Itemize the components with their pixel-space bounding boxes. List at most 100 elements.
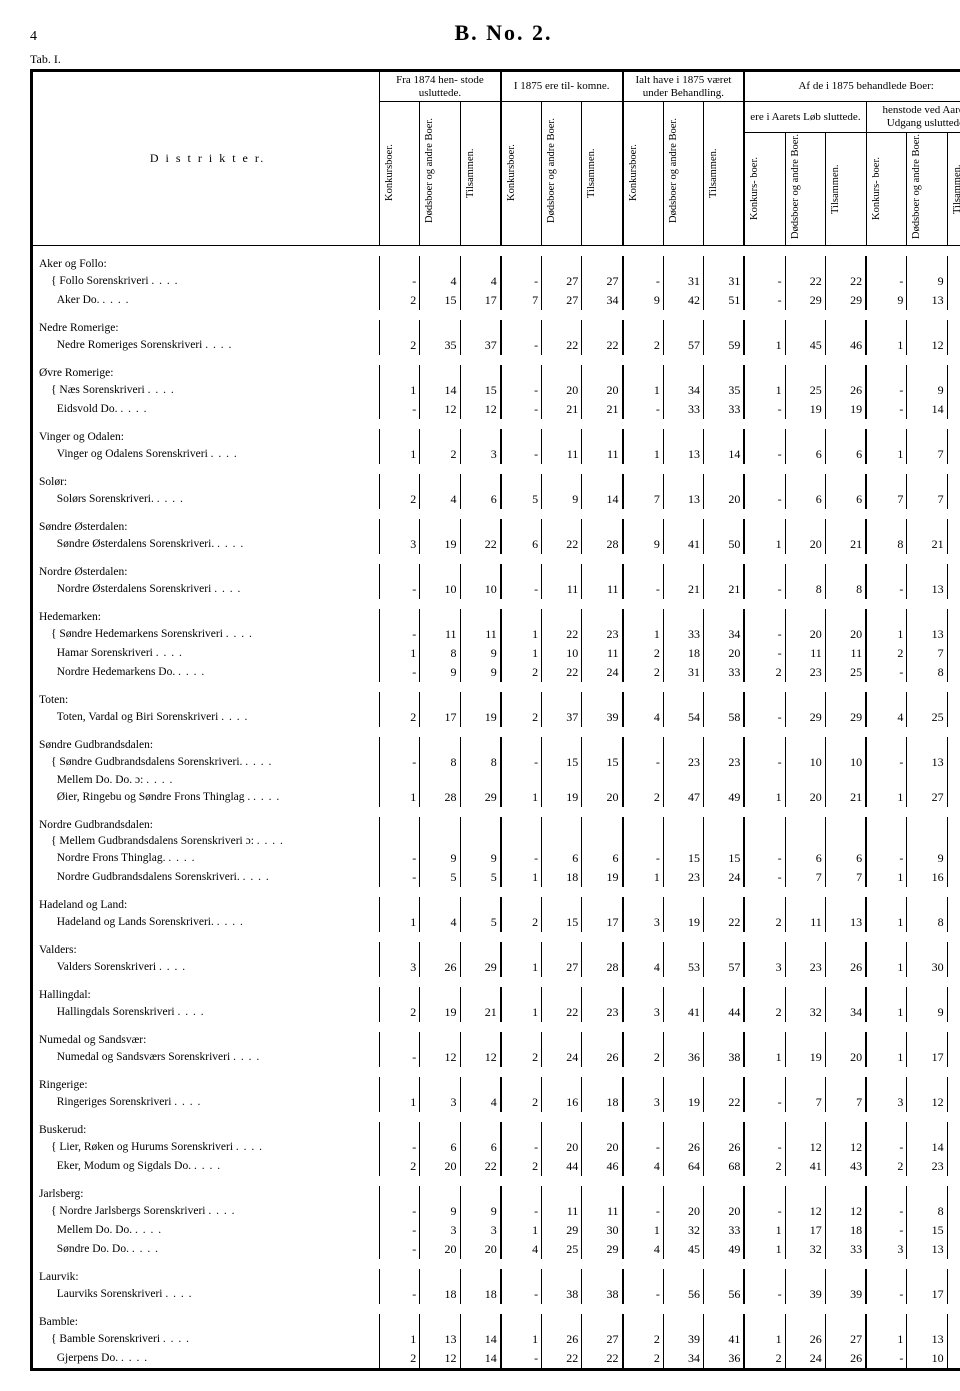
table-cell: 29 [542, 1221, 582, 1240]
table-cell: 27 [825, 1330, 866, 1349]
table-cell: 4 [460, 272, 501, 291]
col-konkursboer-3: Konkursboer. [627, 119, 640, 227]
table-cell: 2 [623, 663, 664, 682]
table-cell: 2 [380, 291, 420, 310]
table-cell: 49 [704, 788, 745, 807]
table-cell: 9 [907, 381, 947, 400]
table-cell: - [744, 400, 785, 419]
table-cell: 4 [420, 490, 460, 509]
table-cell: 1 [623, 1221, 664, 1240]
table-cell: 12 [460, 1048, 501, 1067]
table-body: Aker og Follo:{ Follo Sorenskriveri . . … [32, 245, 960, 1369]
table-cell: - [744, 490, 785, 509]
table-cell [744, 833, 785, 849]
table-cell: - [380, 1285, 420, 1304]
table-cell: 26 [420, 958, 460, 977]
table-cell: 1 [744, 1240, 785, 1259]
table-cell: 2 [623, 788, 664, 807]
header-group-4: Af de i 1875 behandlede Boer: [744, 71, 960, 102]
table-cell: 53 [663, 958, 703, 977]
table-cell: 41 [663, 535, 703, 554]
table-cell: - [380, 1240, 420, 1259]
table-cell: 34 [582, 291, 623, 310]
table-cell [907, 772, 947, 788]
table-cell: 13 [663, 490, 703, 509]
table-cell: 54 [663, 708, 703, 727]
table-cell: 34 [663, 1349, 703, 1370]
row-label: Solørs Sorenskriveri. . . . . [32, 490, 380, 509]
table-cell: 10 [785, 753, 825, 772]
table-cell: 14 [704, 445, 745, 464]
table-cell [866, 833, 907, 849]
row-label: Nedre Romeriges Sorenskriveri . . . . [32, 336, 380, 355]
table-cell: 15 [542, 753, 582, 772]
table-cell: - [501, 849, 542, 868]
table-cell: 29 [460, 958, 501, 977]
table-cell: 1 [501, 1221, 542, 1240]
table-cell: 28 [420, 788, 460, 807]
table-cell: 42 [663, 291, 703, 310]
table-cell: 2 [501, 913, 542, 932]
table-cell: 19 [420, 1003, 460, 1022]
table-cell: - [623, 753, 664, 772]
table-cell: 6 [825, 445, 866, 464]
row-label: Mellem Do. Do. . . . . [32, 1221, 380, 1240]
section-title: Toten: [32, 692, 380, 708]
table-cell: 8 [420, 644, 460, 663]
table-cell: - [380, 1138, 420, 1157]
table-cell: - [380, 625, 420, 644]
table-cell: - [501, 1285, 542, 1304]
table-cell: 12 [785, 1138, 825, 1157]
table-cell: 29 [947, 708, 960, 727]
table-cell: - [380, 868, 420, 887]
table-cell: 11 [542, 580, 582, 599]
table-cell [947, 833, 960, 849]
table-cell: 33 [704, 400, 745, 419]
table-cell: 4 [420, 272, 460, 291]
table-cell: 12 [825, 1202, 866, 1221]
table-cell: 12 [420, 1048, 460, 1067]
table-cell: 1 [501, 625, 542, 644]
table-cell: - [380, 400, 420, 419]
table-cell: - [623, 1138, 664, 1157]
table-cell: 14 [947, 490, 960, 509]
table-cell: 45 [663, 1240, 703, 1259]
table-cell: 11 [582, 644, 623, 663]
table-cell: 32 [785, 1240, 825, 1259]
table-cell: 22 [947, 291, 960, 310]
table-cell: 29 [825, 708, 866, 727]
table-cell: 12 [420, 400, 460, 419]
table-cell: 22 [704, 913, 745, 932]
table-cell: 8 [825, 580, 866, 599]
row-label: Hadeland og Lands Sorenskriveri. . . . . [32, 913, 380, 932]
section-title: Laurvik: [32, 1269, 380, 1285]
table-cell: 11 [460, 625, 501, 644]
table-cell: 29 [825, 291, 866, 310]
table-cell: 27 [542, 272, 582, 291]
table-cell: 9 [907, 849, 947, 868]
table-cell: 19 [582, 868, 623, 887]
table-cell: 19 [542, 788, 582, 807]
table-cell: 17 [785, 1221, 825, 1240]
table-cell: 1 [744, 535, 785, 554]
table-cell: 26 [582, 1048, 623, 1067]
table-cell: 22 [704, 1093, 745, 1112]
table-cell: 1 [866, 788, 907, 807]
table-cell: 20 [542, 381, 582, 400]
table-cell: - [501, 272, 542, 291]
table-cell: 4 [623, 1240, 664, 1259]
table-cell: 13 [663, 445, 703, 464]
table-cell: 6 [460, 1138, 501, 1157]
table-cell: - [501, 580, 542, 599]
table-cell: 9 [947, 913, 960, 932]
table-cell: 12 [907, 336, 947, 355]
table-cell: 13 [907, 625, 947, 644]
table-cell: 56 [663, 1285, 703, 1304]
table-cell: - [866, 1285, 907, 1304]
table-cell: 34 [704, 625, 745, 644]
table-cell: 2 [501, 1048, 542, 1067]
table-cell: 20 [825, 1048, 866, 1067]
table-cell: - [380, 1048, 420, 1067]
table-cell: 22 [542, 1349, 582, 1370]
table-cell: 7 [501, 291, 542, 310]
